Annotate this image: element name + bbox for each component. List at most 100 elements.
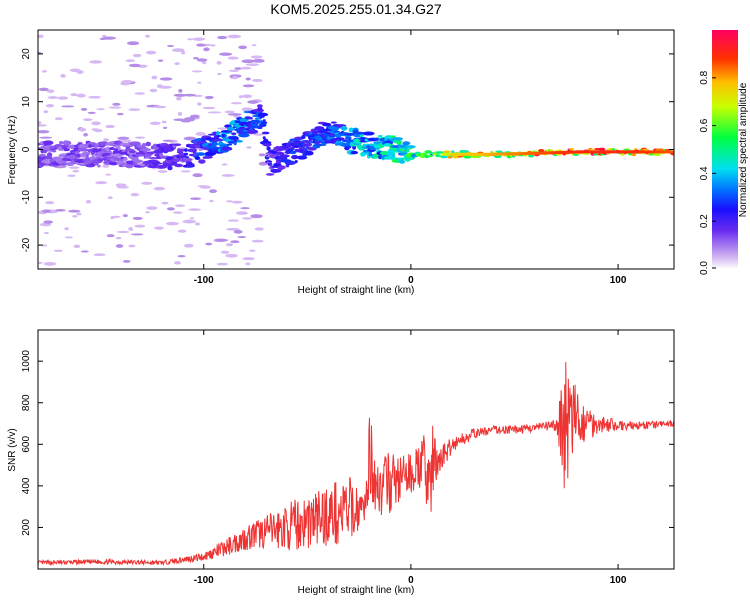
heatmap-noise-blob (216, 262, 229, 266)
heatmap-noise-blob (258, 161, 268, 166)
heatmap-core-segment (644, 150, 648, 154)
heatmap-noise-blob (43, 110, 49, 114)
heatmap-noise-blob (60, 73, 66, 78)
heatmap-ridge-blob (528, 154, 534, 158)
heatmap-noise-blob (250, 55, 263, 59)
heatmap-ridge-blob (62, 140, 72, 146)
heatmap-core-segment (535, 151, 538, 155)
heatmap-ridge-blob (354, 131, 366, 135)
heatmap-noise-blob (253, 133, 265, 136)
heatmap-noise-blob (80, 107, 88, 111)
heatmap-ridge-blob (151, 162, 163, 165)
heatmap-ridge-blob (139, 148, 152, 152)
heatmap-noise-blob (38, 120, 42, 125)
heatmap-ridge-blob (396, 141, 402, 145)
heatmap-core-segment (607, 150, 611, 154)
heatmap-ridge-blob (334, 137, 345, 141)
heatmap-ridge-blob (42, 140, 54, 146)
heatmap-noise-blob (258, 153, 266, 157)
heatmap-noise-blob (91, 121, 101, 126)
heatmap-ridge-blob (279, 154, 290, 158)
heatmap-core-segment (547, 151, 551, 155)
heatmap-noise-blob (230, 102, 243, 105)
heatmap-core-segment (508, 152, 511, 156)
heatmap-ridge-blob (315, 145, 321, 149)
heatmap-core-segment (562, 150, 565, 154)
heatmap-ridge-blob (88, 144, 93, 148)
heatmap-ridge-blob (174, 163, 183, 168)
x-tick-label: -100 (194, 575, 214, 586)
heatmap-ridge-blob (330, 132, 335, 137)
heatmap-ridge-blob (121, 149, 126, 152)
heatmap-core-segment (661, 150, 664, 154)
heatmap-noise-blob (76, 69, 84, 74)
heatmap-noise-blob (216, 61, 222, 65)
heatmap-ridge-blob (105, 146, 111, 152)
heatmap-ridge-blob (344, 146, 350, 151)
heatmap-noise-blob (250, 214, 263, 219)
heatmap-noise-blob (42, 209, 52, 213)
heatmap-noise-blob (178, 89, 183, 93)
heatmap-noise-blob (224, 110, 235, 114)
heatmap-ridge-blob (296, 155, 308, 160)
heatmap-noise-blob (221, 163, 228, 166)
colorbar-tick-label: 0.0 (699, 261, 710, 275)
heatmap-ridge-blob (117, 146, 121, 150)
heatmap-noise-blob (249, 249, 256, 252)
heatmap-core-segment (663, 150, 667, 154)
heatmap-ridge-blob (306, 142, 312, 147)
heatmap-noise-blob (214, 238, 228, 242)
heatmap-ridge-blob (277, 165, 286, 170)
x-tick-label: 0 (408, 275, 414, 286)
heatmap-core-segment (634, 150, 638, 154)
heatmap-noise-blob (172, 211, 183, 214)
heatmap-noise-blob (193, 57, 199, 60)
heatmap-noise-blob (134, 92, 146, 95)
heatmap-noise-blob (128, 226, 134, 231)
heatmap-core-segment (632, 150, 635, 154)
heatmap-ridge-blob (123, 157, 127, 162)
heatmap-noise-blob (108, 106, 122, 109)
heatmap-core-segment (531, 151, 534, 155)
heatmap-core-segment (570, 150, 573, 154)
heatmap-noise-blob (251, 239, 264, 243)
heatmap-ridge-blob (182, 157, 193, 162)
heatmap-ridge-blob (136, 160, 140, 164)
heatmap-ridge-blob (51, 150, 57, 153)
heatmap-core-segment (506, 152, 509, 156)
heatmap-core-segment (611, 150, 615, 154)
heatmap-noise-blob (166, 221, 179, 226)
heatmap-noise-blob (227, 34, 242, 39)
heatmap-ridge-blob (377, 134, 383, 138)
heatmap-ridge-blob (656, 148, 665, 151)
heatmap-core-segment (462, 152, 466, 156)
heatmap-noise-blob (121, 80, 134, 84)
heatmap-noise-blob (134, 136, 146, 139)
heatmap-ridge-blob (398, 159, 406, 164)
heatmap-noise-blob (230, 240, 240, 244)
heatmap-core-segment (468, 152, 472, 156)
figure-title: KOM5.2025.255.01.34.G27 (270, 1, 441, 17)
heatmap-core-segment (533, 151, 536, 155)
heatmap-ridge-blob (463, 155, 472, 159)
heatmap-noise-blob (105, 173, 112, 176)
heatmap-core-segment (560, 150, 563, 154)
heatmap-noise-blob (45, 103, 55, 108)
heatmap-noise-blob (107, 196, 113, 200)
heatmap-noise-blob (68, 209, 81, 213)
heatmap-ridge-blob (108, 147, 116, 151)
heatmap-noise-blob (93, 253, 106, 257)
heatmap-ridge-blob (223, 146, 233, 151)
heatmap-core-segment (613, 150, 617, 154)
heatmap-core-segment (667, 150, 671, 154)
heatmap-noise-blob (189, 197, 202, 201)
colorbar-label: Normalized spectral amplitude (738, 82, 749, 217)
heatmap-core-segment (460, 152, 464, 156)
heatmap-noise-blob (180, 119, 191, 123)
heatmap-core-segment (493, 152, 497, 156)
heatmap-noise-blob (47, 96, 59, 99)
snr-xlabel: Height of straight line (km) (298, 585, 415, 596)
heatmap-noise-blob (134, 224, 146, 228)
heatmap-ridge-blob (171, 159, 180, 163)
